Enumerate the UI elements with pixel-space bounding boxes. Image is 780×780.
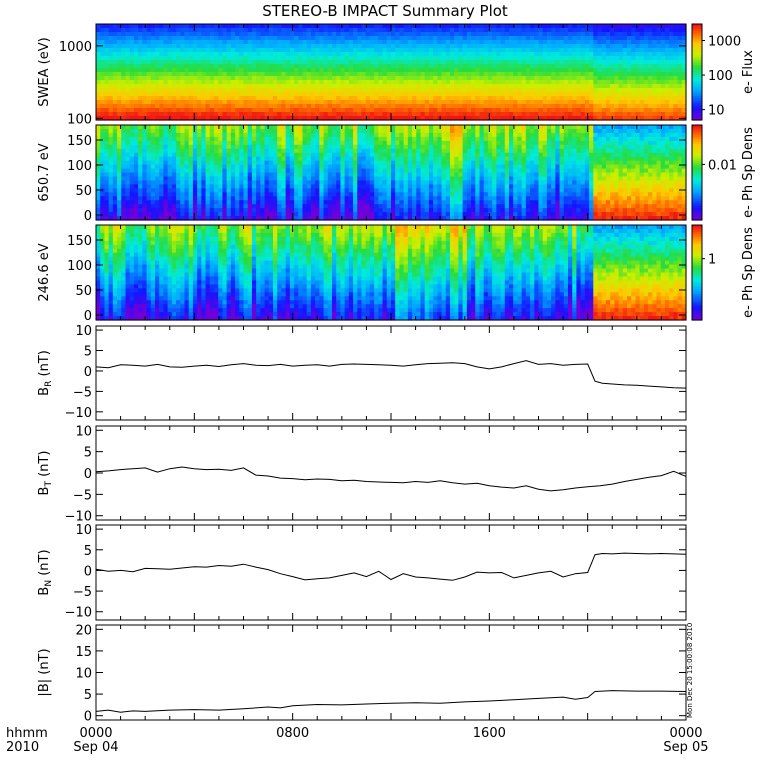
- y-tick-label: 0: [84, 564, 92, 579]
- y-tick-label: 10: [75, 523, 92, 538]
- y-tick-label: 10: [75, 424, 92, 439]
- colorbar-label: e- Ph Sp Dens: [741, 127, 756, 218]
- y-tick-label: −5: [73, 488, 92, 503]
- y-tick-label: 0: [84, 309, 92, 324]
- colorbar-tick-label: 10: [708, 104, 725, 119]
- plot-frame: [95, 425, 687, 521]
- y-tick-label: 0: [84, 467, 92, 482]
- time-tick-label: 1600: [473, 726, 506, 741]
- y-tick-label: 5: [84, 688, 92, 703]
- colorbar-label: e- Ph Sp Dens: [741, 227, 756, 318]
- y-tick-label: 10: [75, 324, 92, 339]
- y-tick-label: 5: [84, 544, 92, 559]
- y-tick-label: 150: [67, 234, 92, 249]
- y-tick-label: 0: [84, 209, 92, 224]
- y-tick-label: 100: [67, 259, 92, 274]
- plot-frame: [95, 524, 687, 621]
- plot-frame: [95, 325, 687, 421]
- y-tick-label: 150: [67, 134, 92, 149]
- panel-5: −10 −5 0 5 10 BT (nT): [37, 424, 687, 525]
- time-tick-label: 0000: [669, 726, 702, 741]
- colorbar-label: e- Flux: [741, 50, 756, 94]
- plot-frame: [95, 624, 687, 721]
- time-tick-label: 0000: [79, 726, 112, 741]
- series-line: [95, 690, 687, 713]
- timestamp: Mon Dec 20 15:00:08 2010: [686, 623, 694, 718]
- y-tick-label: −10: [65, 510, 92, 525]
- panel-2: 0.01 e- Ph Sp Dens 0 50 100 150 650.7 eV: [37, 124, 756, 224]
- heatmap-cells: [96, 125, 687, 221]
- y-axis-label: BR (nT): [37, 350, 54, 396]
- y-tick-label: 100: [67, 159, 92, 174]
- heatmap-cells: [96, 24, 687, 121]
- colorbar-tick-label: 1000: [708, 34, 741, 49]
- panel-3: 1 e- Ph Sp Dens 0 50 100 150 246.6 eV: [37, 224, 756, 324]
- y-axis-label: BN (nT): [37, 549, 54, 595]
- colorbar: 0.01 e- Ph Sp Dens: [691, 124, 756, 221]
- y-axis-label: |B| (nT): [37, 648, 52, 696]
- colorbar-tick-label: 100: [708, 69, 733, 84]
- series-line: [95, 466, 687, 492]
- y-axis-label: BT (nT): [37, 451, 54, 496]
- time-tick-date: Sep 04: [73, 740, 118, 755]
- y-tick-label: 100: [67, 112, 92, 127]
- y-tick-label: −10: [65, 406, 92, 421]
- panel-4: −10 −5 0 5 10 BR (nT): [37, 324, 687, 421]
- colorbar: 1 e- Ph Sp Dens: [691, 224, 756, 321]
- y-tick-label: 5: [84, 446, 92, 461]
- y-axis-label: SWEA (eV): [37, 37, 52, 106]
- y-tick-label: 15: [75, 645, 92, 660]
- y-tick-label: 0: [84, 710, 92, 725]
- series-line: [95, 360, 687, 389]
- panel-6: −10 −5 0 5 10 BN (nT): [37, 523, 687, 621]
- y-tick-label: 50: [75, 284, 92, 299]
- y-axis-label: 650.7 eV: [37, 143, 52, 201]
- colorbar-tick-label: 1: [708, 253, 716, 268]
- series-line: [95, 552, 687, 581]
- time-tick-date: Sep 05: [663, 740, 708, 755]
- y-tick-label: 0: [84, 365, 92, 380]
- y-axis-label: 246.6 eV: [37, 243, 52, 301]
- y-tick-label: 50: [75, 184, 92, 199]
- footer-year: 2010: [6, 740, 39, 755]
- y-tick-label: 1000: [59, 40, 92, 55]
- y-tick-label: 5: [84, 345, 92, 360]
- time-tick-label: 0800: [276, 726, 309, 741]
- y-tick-label: 10: [75, 667, 92, 682]
- y-tick-label: 20: [75, 623, 92, 638]
- colorbar-tick-label: 0.01: [708, 158, 737, 173]
- plot-title: STEREO-B IMPACT Summary Plot: [262, 2, 508, 20]
- y-tick-label: −10: [65, 606, 92, 621]
- y-tick-label: −5: [73, 385, 92, 400]
- heatmap-cells: [96, 225, 687, 321]
- footer-hhmm: hhmm: [6, 726, 48, 741]
- y-tick-label: −5: [73, 585, 92, 600]
- panel-7: 0 5 10 15 20 |B| (nT): [37, 623, 687, 725]
